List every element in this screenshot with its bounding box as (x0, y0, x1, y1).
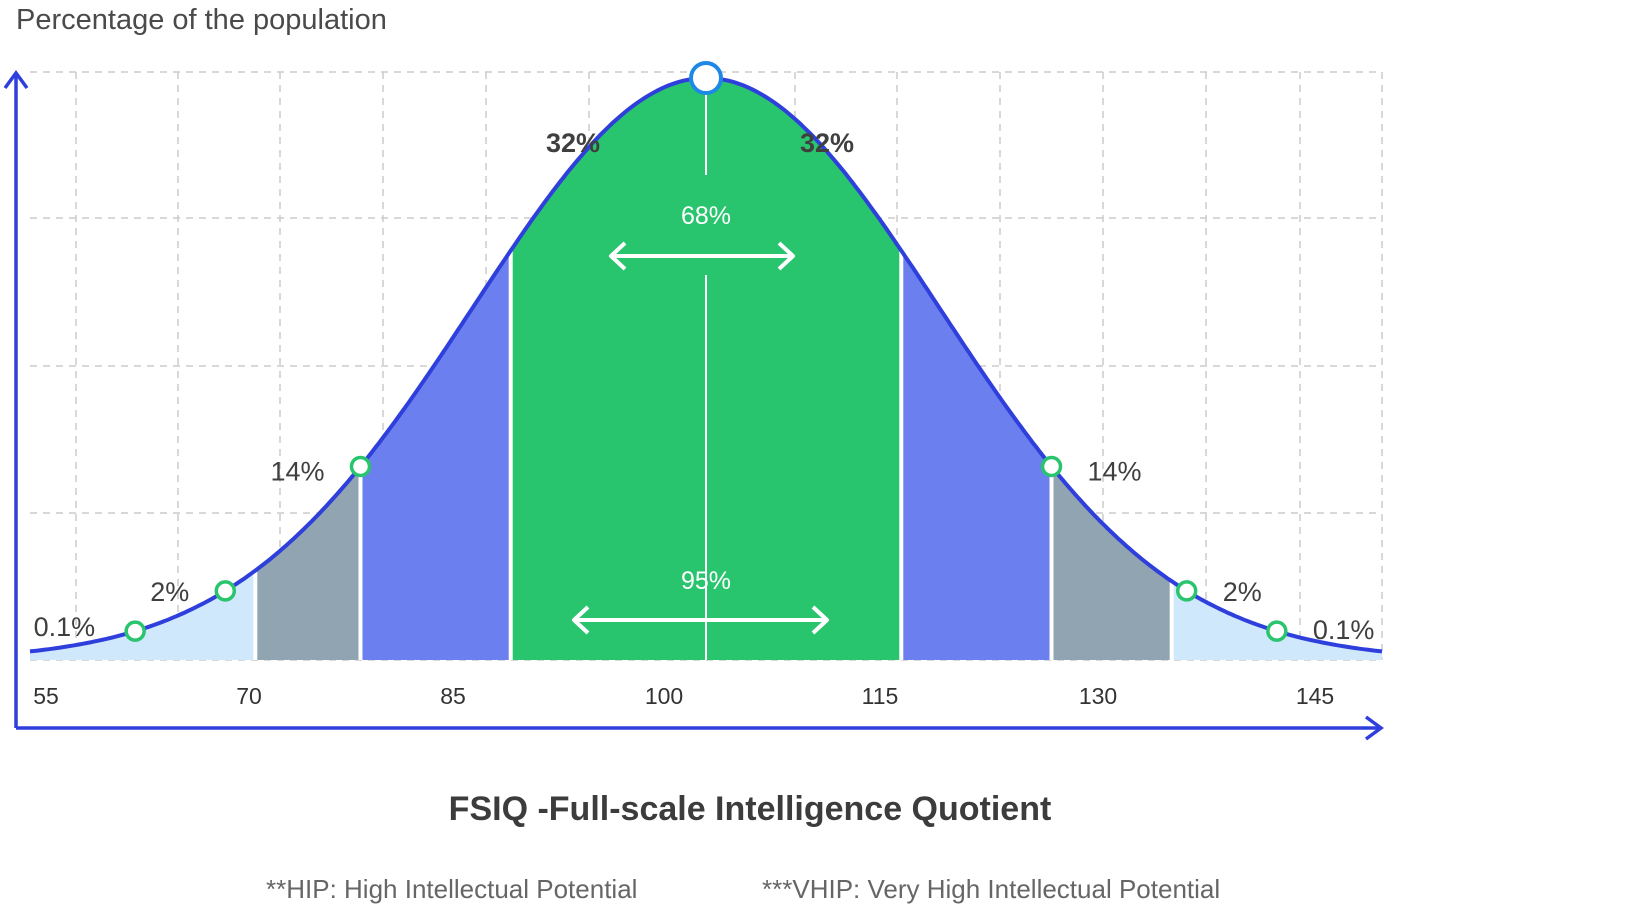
band-dividers (253, 88, 1174, 660)
chart-axes (3, 70, 1384, 741)
band-tail-right (1171, 581, 1382, 660)
interval-arrowhead-right (811, 605, 829, 635)
footnote-hip: **HIP: High Intellectual Potential (266, 874, 638, 904)
interval-label: 68% (681, 202, 731, 230)
percent-label: 32% (800, 128, 854, 158)
percent-label: 14% (1088, 456, 1142, 486)
interval-arrowhead-left (572, 605, 590, 635)
band-tail-left (30, 570, 256, 660)
curve-marker (1175, 580, 1198, 602)
percent-label: 2% (150, 577, 189, 607)
percent-label: 2% (1223, 577, 1262, 607)
curve-marker (1040, 455, 1063, 478)
band-gray-right (1051, 466, 1172, 660)
percent-label: 14% (270, 456, 324, 486)
x-tick-label: 70 (236, 683, 262, 709)
percent-label: 0.1% (1313, 615, 1375, 645)
curve-marker (1266, 620, 1288, 642)
interval-indicators: 68% 95% (572, 202, 829, 635)
curve-markers (124, 61, 1288, 642)
percent-label: 32% (546, 128, 600, 158)
x-tick-label: 115 (862, 683, 899, 709)
x-tick-labels: 55 70 85 100 115 130 145 (33, 683, 1334, 709)
x-tick-label: 130 (1079, 683, 1117, 709)
footnote-vhip: ***VHIP: Very High Intellectual Potentia… (762, 874, 1221, 904)
band-gray-left (255, 466, 361, 660)
percent-labels: 0.1% 2% 14% 32% 32% 14% 2% 0.1% (34, 128, 1375, 645)
interval-arrowhead-right (777, 241, 795, 271)
x-tick-label: 100 (645, 683, 683, 709)
x-tick-label: 55 (33, 683, 59, 709)
x-tick-label: 145 (1296, 683, 1334, 709)
x-axis-arrowhead (1364, 715, 1384, 741)
interval-arrowhead-left (609, 241, 627, 271)
curve-marker (214, 580, 237, 602)
band-blue-right (901, 250, 1052, 660)
curve-marker (349, 455, 372, 478)
peak-marker (689, 61, 723, 95)
curve-marker (124, 620, 146, 642)
band-blue-left (360, 250, 511, 660)
y-axis-label: Percentage of the population (16, 4, 387, 36)
x-axis-title: FSIQ -Full-scale Intelligence Quotient (448, 790, 1052, 828)
x-tick-label: 85 (440, 683, 466, 709)
percent-label: 0.1% (34, 612, 96, 642)
y-axis-arrowhead (3, 70, 29, 90)
interval-label: 95% (681, 567, 731, 595)
